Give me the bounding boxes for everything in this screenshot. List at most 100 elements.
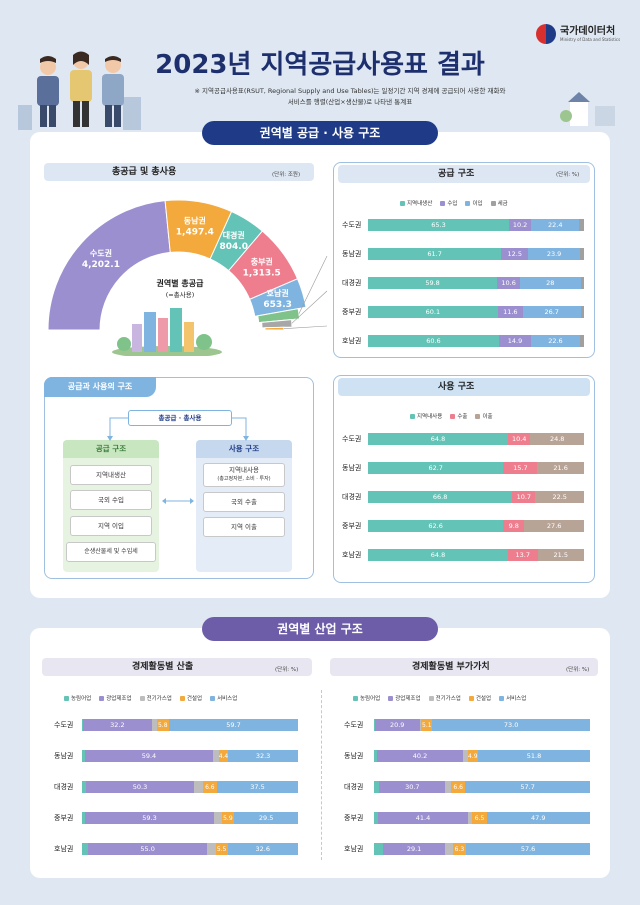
bar-segment <box>580 277 584 289</box>
legend-swatch <box>490 200 496 206</box>
bar-segment <box>374 781 380 793</box>
legend-swatch <box>353 695 358 701</box>
bar-row: 62.6 9.8 27.6 <box>368 520 584 532</box>
legend-swatch <box>410 413 415 419</box>
section-title-supply-use: 권역별 공급 · 사용 구조 <box>202 121 438 145</box>
bar-segment <box>374 843 383 855</box>
row-label: 동남권 <box>344 752 364 760</box>
bar-segment: 30.7 <box>379 781 446 793</box>
flow-left-title: 공급 구조 <box>63 440 159 458</box>
row-label: 호남권 <box>342 551 362 559</box>
bar-row: 55.0 5.5 32.6 <box>82 843 298 855</box>
row-label: 수도권 <box>342 221 362 229</box>
row-label: 동남권 <box>54 752 74 760</box>
row-label: 수도권 <box>342 435 362 443</box>
legend-label: 건설업 <box>186 696 203 702</box>
bar-segment: 59.4 <box>84 750 214 762</box>
row-label: 수도권 <box>344 721 364 729</box>
bar-segment: 6.6 <box>202 781 217 793</box>
va-unit: (단위: %) <box>566 667 590 673</box>
legend-label: 이출 <box>482 414 493 420</box>
row-label: 중부권 <box>54 814 74 822</box>
flow-left-item-3: 지역 이입 <box>70 516 152 536</box>
legend-swatch <box>499 695 505 701</box>
use-header: 사용 구조 <box>338 378 590 396</box>
bar-segment: 14.9 <box>498 335 532 347</box>
row-label: 대경권 <box>54 783 74 791</box>
bar-row: 65.3 10.2 22.4 <box>368 219 584 231</box>
bar-segment <box>467 812 473 824</box>
bar-segment: 5.9 <box>221 812 235 824</box>
va-legend: 농림어업 광업제조업 전기가스업 건설업 서비스업 <box>353 694 526 702</box>
row-label: 수도권 <box>54 721 74 729</box>
bar-segment <box>82 843 89 855</box>
bar-segment <box>213 750 219 762</box>
legend-swatch <box>64 695 69 701</box>
bar-segment: 6.5 <box>472 812 487 824</box>
output-unit: (단위: %) <box>275 667 299 673</box>
donut-label-3: 대경권 <box>223 230 245 240</box>
bar-segment: 6.3 <box>452 843 467 855</box>
bar-segment: 37.5 <box>216 781 298 793</box>
donut-slice-6 <box>257 308 301 324</box>
legend-swatch <box>388 695 394 701</box>
donut-value-4: 1,313.5 <box>243 268 281 278</box>
bar-segment: 28 <box>520 277 581 289</box>
bar-segment <box>207 843 216 855</box>
bar-segment: 24.8 <box>530 433 584 445</box>
legend-label: 농림어업 <box>360 696 381 702</box>
row-label: 호남권 <box>342 337 362 345</box>
bar-segment: 60.1 <box>368 306 498 318</box>
legend-item-1: 지역내사용 <box>410 412 442 420</box>
bar-row: 32.2 5.8 59.7 <box>82 719 298 731</box>
legend-swatch <box>210 695 216 701</box>
use-box <box>333 375 595 583</box>
bar-segment: 57.6 <box>466 843 590 855</box>
legend-item-1: 농림어업 <box>353 694 380 702</box>
legend-label: 건설업 <box>475 696 492 702</box>
bar-row: 41.4 6.5 47.9 <box>374 812 590 824</box>
legend-item-2: 광업제조업 <box>99 694 132 702</box>
bar-segment: 59.3 <box>85 812 214 824</box>
flow-left-item-4: 순생산물세 및 수입세 <box>66 542 156 562</box>
bar-segment: 62.6 <box>368 520 504 532</box>
legend-swatch <box>139 695 145 701</box>
flow-top: 총공급 · 총사용 <box>128 410 232 426</box>
donut-slice-8 <box>264 326 285 331</box>
people-illustration <box>18 45 143 130</box>
bar-segment <box>579 335 584 347</box>
bar-segment: 59.8 <box>368 277 498 289</box>
legend-label: 광업제조업 <box>106 696 132 702</box>
bar-segment: 4.9 <box>467 750 479 762</box>
bar-row: 60.1 11.6 26.7 <box>368 306 584 318</box>
bar-segment: 5.8 <box>156 719 170 731</box>
flow-right-title: 사용 구조 <box>196 440 292 458</box>
donut-value-5: 653.3 <box>263 300 291 310</box>
bar-segment: 11.6 <box>497 306 523 318</box>
taegeuk-icon <box>536 24 556 44</box>
use-legend: 지역내사용 수출 이출 <box>410 412 493 420</box>
row-label: 대경권 <box>342 493 362 501</box>
legend-swatch <box>475 413 481 419</box>
supply-unit: (단위: %) <box>556 172 580 178</box>
bar-segment <box>213 812 222 824</box>
bar-segment: 5.5 <box>215 843 228 855</box>
flow-left-item-1: 지역내생산 <box>70 465 152 485</box>
bar-row: 40.2 4.9 51.8 <box>374 750 590 762</box>
bar-segment: 6.6 <box>451 781 466 793</box>
bar-segment: 22.6 <box>531 335 580 347</box>
bar-segment: 5.1 <box>421 719 433 731</box>
legend-label: 지역내사용 <box>417 414 443 420</box>
bar-row: 59.8 10.6 28 <box>368 277 584 289</box>
row-label: 대경권 <box>342 279 362 287</box>
legend-swatch <box>465 200 471 206</box>
bar-segment: 13.7 <box>507 549 538 561</box>
bar-segment: 12.5 <box>501 248 529 260</box>
bar-row: 66.8 10.7 22.5 <box>368 491 584 503</box>
row-label: 호남권 <box>344 845 364 853</box>
output-legend: 농림어업 광업제조업 전기가스업 건설업 서비스업 <box>64 694 237 702</box>
donut-slice-1 <box>47 200 171 331</box>
legend-label: 서비스업 <box>217 696 238 702</box>
legend-label: 수입 <box>447 201 458 207</box>
donut-slice-7 <box>261 319 293 329</box>
